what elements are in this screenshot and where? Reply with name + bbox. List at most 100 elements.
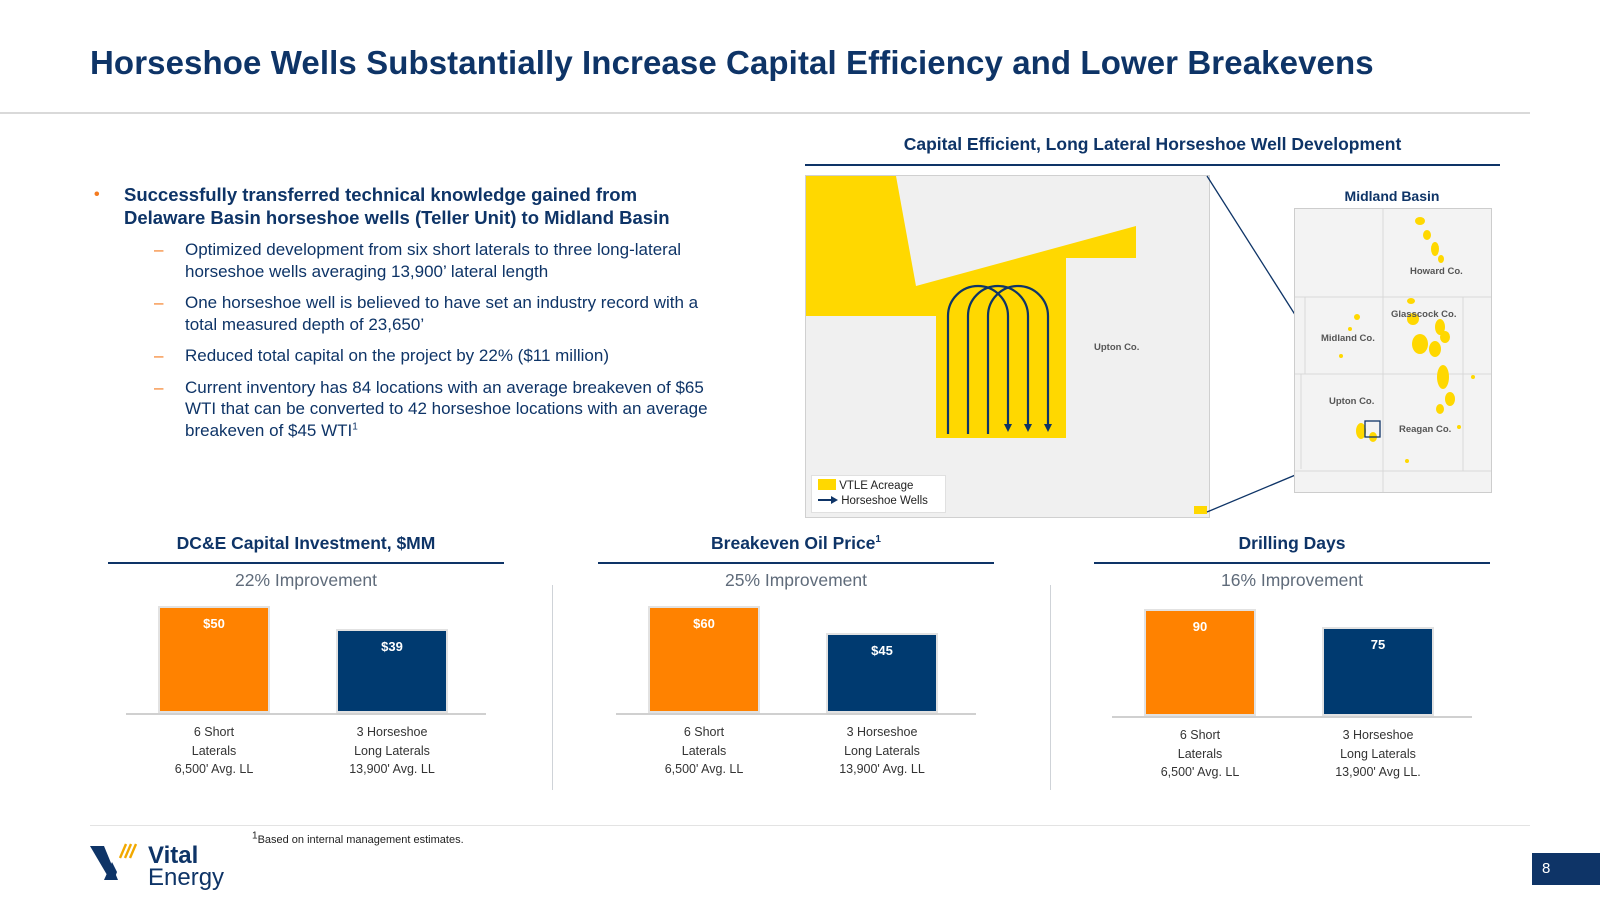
sub-bullet-2-line-2: total measured depth of 23,650’ [185,314,425,334]
bar-2: $39 [336,629,448,713]
sub-bullet-3: – Reduced total capital on the project b… [92,345,772,367]
detail-map-graphic [806,176,1207,514]
main-bullet: • Successfully transferred technical kno… [92,183,772,229]
data-label-2: 75 [1370,636,1386,652]
map-title: Capital Efficient, Long Lateral Horsesho… [903,134,1402,154]
chart-title: Drilling Days [1238,533,1346,553]
data-label-1: $50 [203,615,225,631]
sub-bullet-4-line-1: Current inventory has 84 locations with … [185,377,704,397]
sub-bullet-4-line-2: WTI that can be converted to 42 horsesho… [185,399,708,418]
county-label-glasscock: Glasscock Co. [1391,309,1457,320]
sub-bullet-3-line-1: Reduced total capital on the project by … [185,346,609,365]
category-label-1: 6 Short Laterals 6,500' Avg. LL [174,725,254,776]
sub-bullet-1: – Optimized development from six short l… [92,239,772,282]
chart-subtitle: 25% Improvement [724,570,867,590]
sub-bullet-4: – Current inventory has 84 locations wit… [92,377,772,442]
bar-2: 75 [1322,626,1434,716]
sub-bullet-1-line-1: Optimized development from six short lat… [185,240,682,259]
data-label-1: 90 [1192,618,1208,634]
chart-title: Breakeven Oil Price1 [598,533,994,554]
x-axis-line [1112,716,1472,718]
county-label-upton-inset: Upton Co. [1329,396,1375,407]
category-label-2: 3 Horseshoe Long Laterals 13,900' Avg. L… [839,725,925,776]
horseshoe-wells [946,284,1050,434]
legend-acreage: VTLE Acreage [818,479,913,492]
category-label-1: 6 Short Laterals 6,500' Avg. LL [1160,728,1240,779]
page-number: 8 [1532,853,1600,885]
footnote-marker: 1 [352,420,358,432]
arrowhead-icon [1004,424,1012,432]
logo-word-2: Energy [148,864,225,891]
chart-separator [552,585,553,790]
bullet-dot-icon: • [94,186,100,203]
data-label-2: $45 [871,642,893,658]
dash-icon: – [154,240,164,259]
sub-bullet-2: – One horseshoe well is believed to have… [92,292,772,335]
arrow-right-icon [818,496,838,504]
county-label-howard: Howard Co. [1410,266,1463,277]
inset-title: Midland Basin [1344,188,1440,204]
page-title: Horseshoe Wells Substantially Increase C… [90,44,1374,81]
legend-wells-label: Horseshoe Wells [841,495,928,507]
data-label-1: $60 [693,615,715,631]
footnote-number: 1 [252,830,258,842]
sub-bullet-4-line-3: breakeven of $45 WTI1 [185,420,772,442]
inset-map: Howard Co. Glasscock Co. Midland Co. Upt… [1294,208,1492,493]
chart-breakeven-oil: Breakeven Oil Price1 25% Improvement $60… [598,520,994,800]
dash-icon: – [154,377,164,397]
x-axis-line [126,713,486,715]
main-bullet-line-1: Successfully transferred technical knowl… [124,184,638,205]
county-label-reagan: Reagan Co. [1399,424,1452,435]
bar-2: $45 [826,632,938,713]
sub-bullet-4-line-3-text: breakeven of $45 WTI [185,420,353,440]
legend-acreage-label: VTLE Acreage [839,480,914,492]
bar-1: $50 [158,605,270,713]
main-bullet-line-2: Delaware Basin horseshoe wells (Teller U… [124,207,670,228]
plot-area: $60 6 Short Laterals 6,500' Avg. LL $45 3 H… [616,595,976,776]
well-arrowheads [1004,424,1052,432]
arrowhead-icon [1044,424,1052,432]
chart-title-rule [108,562,504,564]
acreage-swatch [818,479,836,490]
arrowhead-icon [1024,424,1032,432]
horseshoe-well-2 [966,284,1030,434]
x-axis-line [616,713,976,715]
plot-area: 90 6 Short Laterals 6,500' Avg. LL 75 3 Hor… [1112,598,1472,779]
bar-1: $60 [648,605,760,713]
chart-separator [1050,585,1051,790]
inset-focus-box [1364,420,1381,438]
plot-area: $50 6 Short Laterals 6,500' Avg. LL $39 3 H… [126,595,486,776]
logo-mark-icon [90,843,138,880]
sub-bullet-2-line-1: One horseshoe well is believed to have s… [185,293,699,312]
detail-map: Upton Co. [805,175,1210,518]
data-label-2: $39 [381,639,403,655]
title-divider [0,112,1530,114]
chart-title-rule [1094,562,1490,564]
category-label-2: 3 Horseshoe Long Laterals 13,900' Avg LL… [1335,728,1421,779]
bar-1: 90 [1144,608,1256,716]
county-label-midland: Midland Co. [1321,333,1375,344]
category-label-2: 3 Horseshoe Long Laterals 13,900' Avg. L… [349,725,435,776]
category-label-1: 6 Short Laterals 6,500' Avg. LL [664,725,744,776]
chart-title-text: Breakeven Oil Price [711,533,876,553]
chart-title-rule [598,562,994,564]
map-legend: VTLE Acreage Horseshoe Wells [811,475,946,513]
chart-title-footnote: 1 [875,534,881,546]
footnote: 1Based on internal management estimates. [252,831,464,846]
dash-icon: – [154,293,164,312]
footnote-text: Based on internal management estimates. [257,834,464,846]
horseshoe-well-1 [946,284,1010,434]
chart-subtitle: 22% Improvement [234,570,377,590]
legend-wells: Horseshoe Wells [818,495,928,507]
chart-capital-investment: DC&E Capital Investment, $MM 22% Improve… [108,520,504,800]
bullet-list: • Successfully transferred technical kno… [92,183,772,441]
county-label-upton: Upton Co. [1094,342,1140,353]
chart-title: DC&E Capital Investment, $MM [176,533,436,553]
chart-drilling-days: Drilling Days 16% Improvement 90 6 Short … [1094,520,1490,800]
company-logo: Vital Energy [90,840,240,890]
horseshoe-well-3 [986,284,1050,434]
footer-rule [90,825,1530,826]
acreage-corner [1194,506,1207,514]
dash-icon: – [154,346,164,365]
map-title-rule [805,164,1500,166]
